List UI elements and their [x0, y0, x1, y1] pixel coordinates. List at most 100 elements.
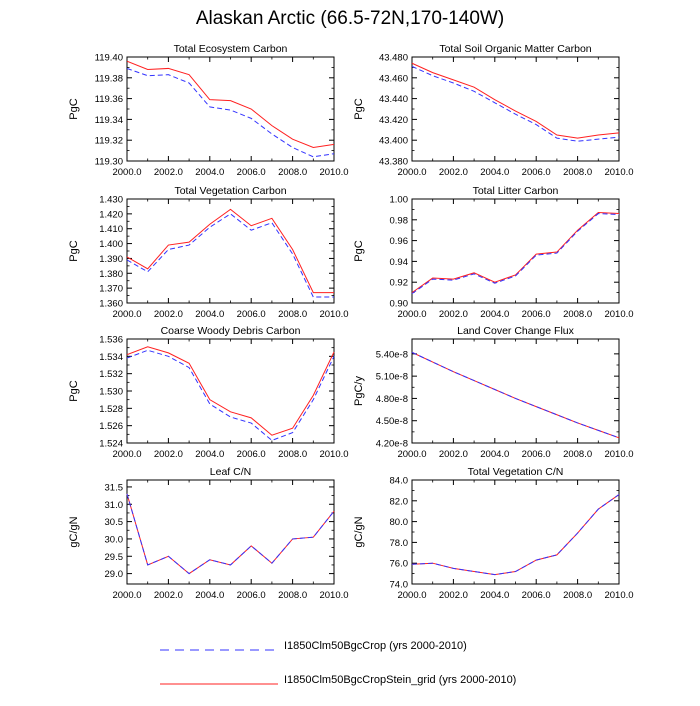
series-line-crop	[411, 65, 620, 142]
x-tick-label: 2008.0	[278, 590, 307, 601]
y-axis-label: PgC	[68, 240, 80, 261]
y-axis-label: gC/gN	[353, 516, 365, 547]
series-line-stein-grid	[126, 493, 335, 575]
plot-frame	[411, 479, 620, 585]
series-line-crop	[126, 213, 334, 298]
x-tick-label: 2010.0	[319, 309, 348, 320]
x-tick-label: 2008.0	[278, 167, 307, 178]
series-line-stein-grid	[411, 62, 620, 139]
series-line-stein-grid	[411, 351, 620, 439]
y-tick-label: 0.94	[390, 257, 409, 268]
x-tick-label: 2006.0	[522, 309, 551, 320]
x-tick-label: 2004.0	[480, 590, 509, 601]
y-tick-label: 5.40e-8	[376, 349, 408, 360]
y-axis-label: PgC	[353, 98, 365, 119]
plot-frame	[126, 56, 335, 162]
x-tick-label: 2006.0	[237, 167, 266, 178]
y-tick-label: 80.0	[390, 517, 409, 528]
series-line-crop	[411, 351, 620, 439]
y-axis-label: PgC/y	[353, 376, 365, 406]
chart-panel-2: Total Vegetation Carbon PgC 1.360 1.370 1.38…	[68, 185, 349, 320]
y-tick-label: 82.0	[390, 496, 409, 507]
x-tick-label: 2006.0	[237, 449, 266, 460]
series-line-stein-grid	[126, 208, 334, 294]
panel-title: Total Soil Organic Matter Carbon	[439, 43, 591, 55]
series-line-crop	[126, 67, 335, 158]
y-tick-label: 1.530	[99, 387, 123, 398]
series-line-crop	[126, 493, 335, 575]
y-tick-label: 119.32	[95, 136, 123, 147]
plot-frame	[411, 338, 620, 444]
y-axis-label: PgC	[353, 240, 365, 261]
plot-frame	[126, 479, 335, 585]
y-tick-label: 1.00	[390, 195, 409, 206]
legend-item-crop: I1850Clm50BgcCrop (yrs 2000-2010)	[160, 638, 620, 672]
x-tick-label: 2002.0	[439, 167, 468, 178]
legend-item-stein-grid: I1850Clm50BgcCropStein_grid (yrs 2000-20…	[160, 672, 620, 706]
y-tick-label: 1.420	[99, 209, 123, 220]
x-tick-label: 2006.0	[522, 167, 551, 178]
panel-title: Total Vegetation C/N	[468, 466, 564, 478]
chart-panel-0: Total Ecosystem Carbon PgC 119.30 119.32 119…	[68, 43, 349, 178]
x-tick-label: 2000.0	[397, 449, 426, 460]
x-tick-label: 2000.0	[112, 309, 141, 320]
y-tick-label: 1.360	[99, 299, 123, 310]
y-tick-label: 31.0	[105, 500, 124, 511]
x-tick-label: 2002.0	[154, 449, 183, 460]
x-tick-label: 2008.0	[563, 167, 592, 178]
chart-panel-3: Total Litter Carbon PgC 0.90 0.92 0.94 0.96 0.…	[353, 185, 634, 320]
x-tick-label: 2006.0	[237, 309, 266, 320]
x-tick-label: 2006.0	[522, 449, 551, 460]
legend-swatch-dashed	[160, 649, 278, 651]
panel-title: Land Cover Change Flux	[457, 325, 574, 337]
y-tick-label: 29.0	[105, 569, 124, 580]
chart-panel-4: Coarse Woody Debris Carbon PgC 1.524 1.526 1…	[68, 325, 349, 460]
panel-title: Leaf C/N	[210, 466, 251, 478]
x-tick-label: 2000.0	[397, 590, 426, 601]
x-tick-label: 2002.0	[154, 167, 183, 178]
x-tick-label: 2006.0	[522, 590, 551, 601]
y-tick-label: 1.524	[99, 439, 123, 450]
y-tick-label: 74.0	[390, 580, 409, 591]
series-line-crop	[411, 213, 620, 295]
y-tick-label: 1.380	[99, 269, 123, 280]
chart-panel-6: Leaf C/N gC/gN 29.0 29.5 30.0 30.5 31.0 31.5 200…	[68, 466, 349, 601]
y-tick-label: 43.440	[379, 94, 408, 105]
legend-label-crop: I1850Clm50BgcCrop (yrs 2000-2010)	[284, 640, 467, 652]
panel-title: Total Litter Carbon	[473, 185, 559, 197]
y-axis-label: PgC	[68, 380, 80, 401]
plot-frame	[126, 198, 335, 304]
figure-panels: Total Ecosystem Carbon PgC 119.30 119.32 119…	[68, 43, 634, 601]
panel-title: Total Ecosystem Carbon	[174, 43, 288, 55]
x-tick-label: 2010.0	[319, 590, 348, 601]
y-tick-label: 43.380	[379, 157, 408, 168]
plot-frame	[126, 338, 335, 444]
x-tick-label: 2008.0	[563, 449, 592, 460]
x-tick-label: 2004.0	[195, 449, 224, 460]
x-tick-label: 2004.0	[195, 309, 224, 320]
y-tick-label: 43.400	[379, 136, 408, 147]
y-tick-label: 30.0	[105, 534, 124, 545]
y-tick-label: 1.410	[99, 224, 123, 235]
chart-panel-7: Total Vegetation C/N gC/gN 74.0 76.0 78.0 80.…	[353, 466, 634, 601]
legend: I1850Clm50BgcCrop (yrs 2000-2010) I1850C…	[160, 638, 620, 706]
x-tick-label: 2004.0	[195, 590, 224, 601]
y-tick-label: 0.92	[390, 278, 409, 289]
x-tick-label: 2004.0	[195, 167, 224, 178]
series-line-stein-grid	[126, 346, 335, 436]
x-tick-label: 2008.0	[563, 309, 592, 320]
plot-frame	[411, 56, 620, 162]
y-tick-label: 1.534	[99, 352, 123, 363]
x-tick-label: 2010.0	[604, 309, 633, 320]
y-tick-label: 0.96	[390, 236, 409, 247]
y-tick-label: 84.0	[390, 476, 409, 487]
y-tick-label: 0.98	[390, 215, 409, 226]
y-tick-label: 119.40	[95, 53, 123, 64]
x-tick-label: 2000.0	[397, 167, 426, 178]
y-tick-label: 1.390	[99, 254, 123, 265]
y-tick-label: 31.5	[105, 482, 124, 493]
legend-swatch-solid	[160, 683, 278, 685]
y-tick-label: 119.34	[95, 115, 123, 126]
x-tick-label: 2000.0	[397, 309, 426, 320]
y-tick-label: 1.526	[99, 421, 123, 432]
